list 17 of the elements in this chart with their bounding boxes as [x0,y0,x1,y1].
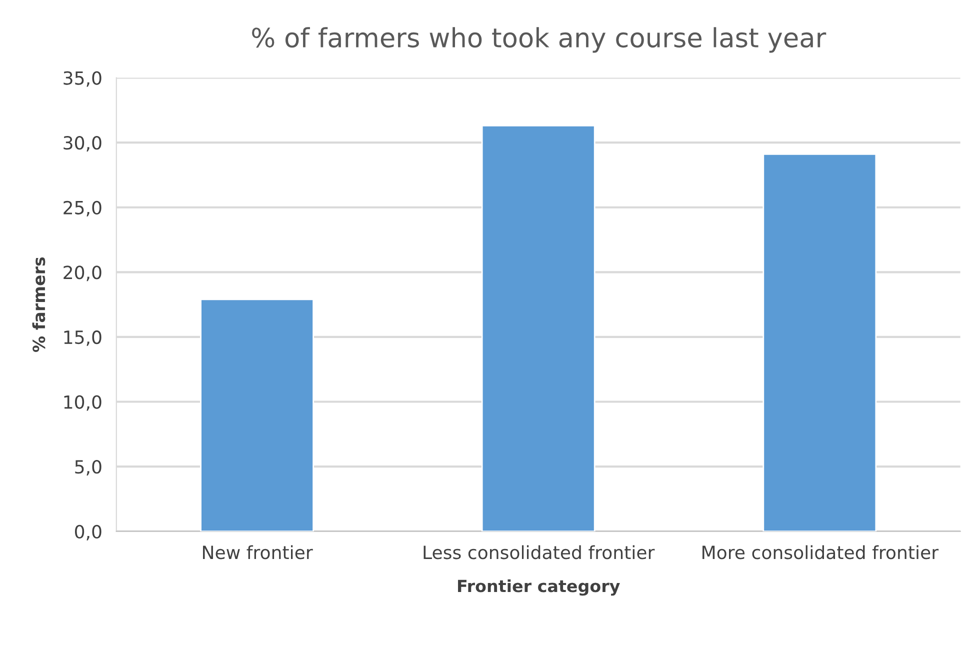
y-tick-label: 25,0 [64,200,102,216]
chart-title: % of farmers who took any course last year [252,27,826,53]
y-axis-title: % farmers [32,257,46,352]
x-tick-label: Less consolidated frontier [424,545,655,560]
y-tick-label: 15,0 [64,330,102,346]
bar [481,125,596,532]
y-tick-label: 10,0 [64,395,102,411]
y-tick-label: 20,0 [64,266,102,282]
y-tick-label: 30,0 [64,136,102,152]
y-tick-label: 0,0 [74,524,102,540]
y-tick-label: 5,0 [75,460,102,476]
y-tick-label: 35,0 [64,71,102,87]
x-tick-label: New frontier [203,545,313,560]
x-axis-title: Frontier category [458,579,620,596]
x-tick-label: More consolidated frontier [702,545,939,560]
bar [762,154,877,532]
bar [200,298,314,532]
